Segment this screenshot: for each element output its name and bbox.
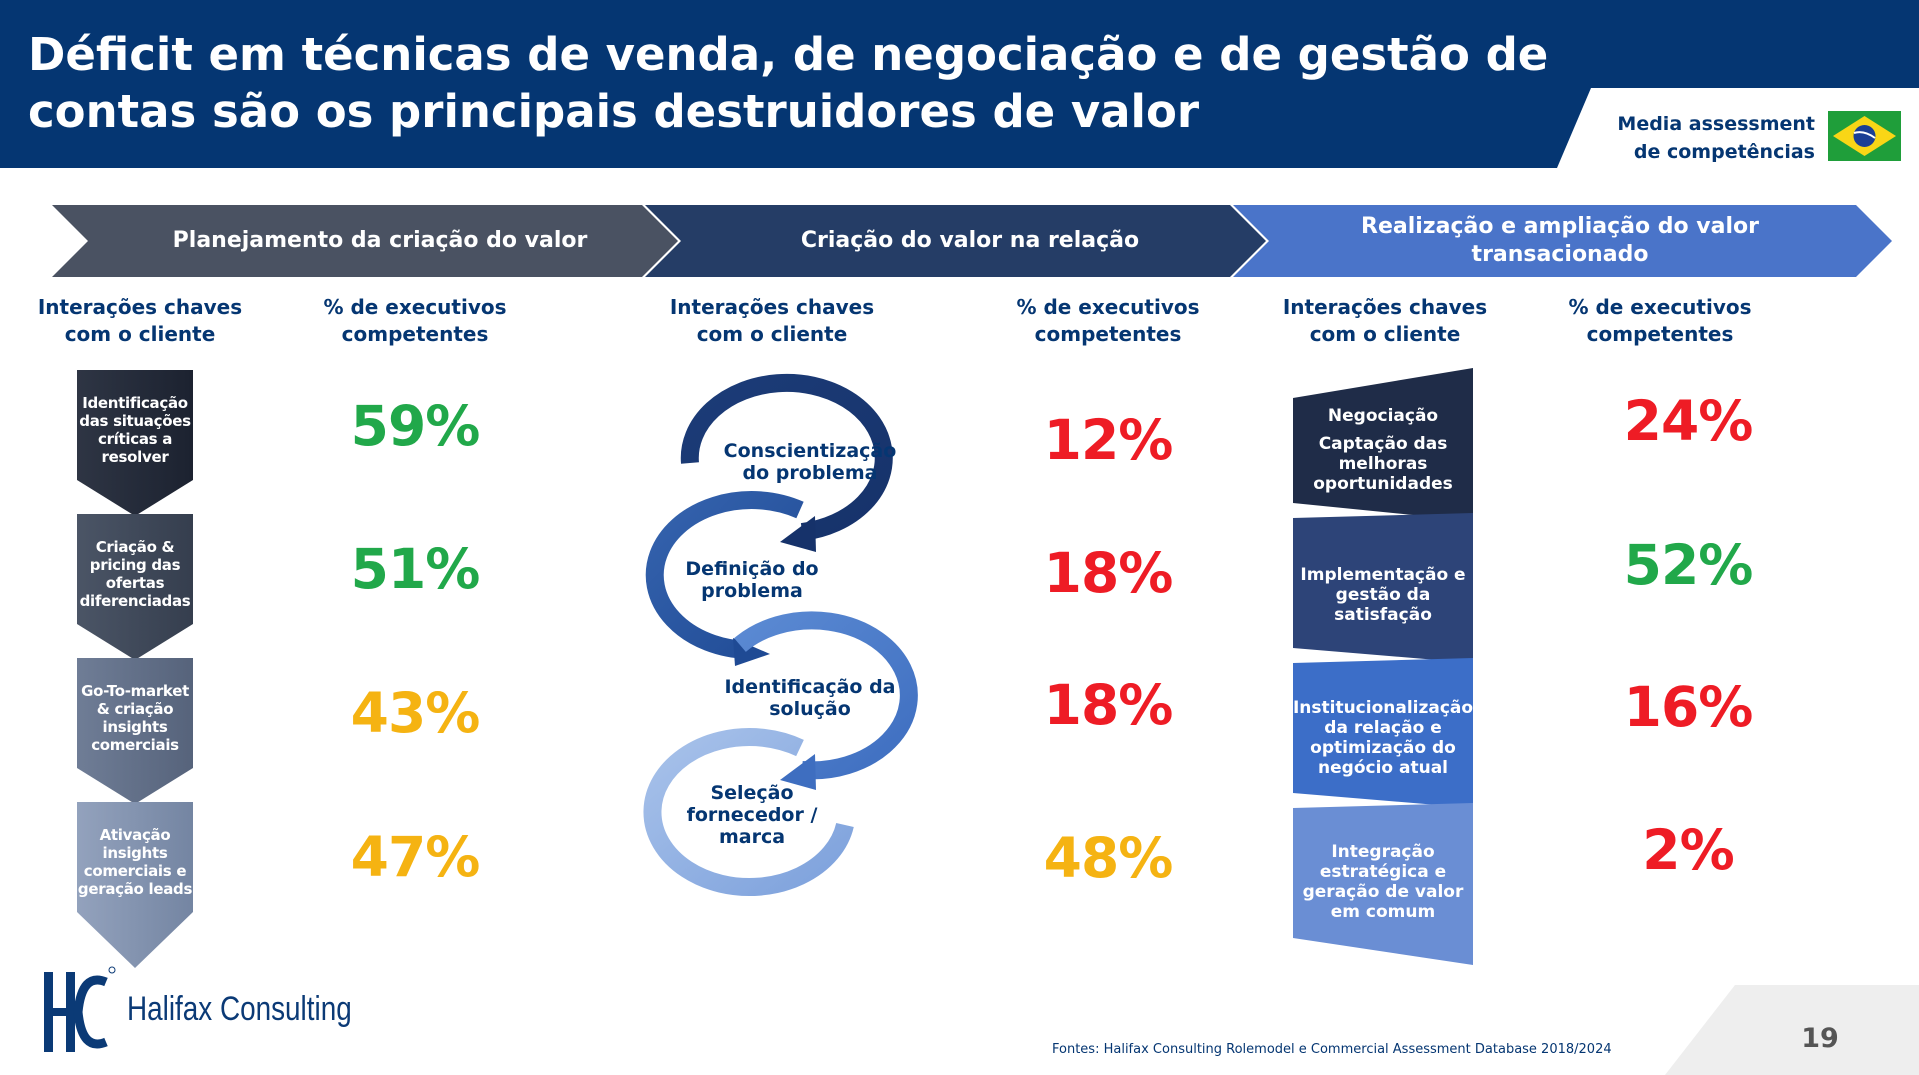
section3-item-1-label: Negociação — [1327, 406, 1439, 426]
brazil-flag-icon — [1828, 111, 1901, 161]
phase-2-label: Criação do valor na relação — [800, 228, 1140, 253]
section1-pct-1: 59% — [350, 394, 481, 458]
col-header-interactions-3: Interações chaves com o cliente — [1282, 295, 1488, 346]
page-number: 19 — [1801, 1023, 1839, 1054]
section1-item-3-label: Go-To-market & criação insights comercia… — [81, 682, 189, 754]
phase-2-chevron — [645, 205, 1266, 277]
block-3 — [1293, 658, 1473, 808]
section2-item-1-label: Conscientização do problema — [723, 440, 897, 484]
section2-pct-1: 12% — [1043, 408, 1174, 472]
phase-3-chevron — [1233, 205, 1892, 277]
chevron-3 — [77, 658, 193, 804]
section1-pct-4: 47% — [350, 825, 481, 889]
section3-item-1: Negociação Captação das melhoras oportun… — [1298, 395, 1468, 505]
section3-pct-4: 2% — [1642, 818, 1734, 882]
section3-item-4-label: Integração estratégica e geração de valo… — [1302, 842, 1464, 922]
col-header-competent-3: % de executivos competentes — [1568, 295, 1752, 346]
section3-blocks — [1293, 368, 1473, 965]
page-corner — [1665, 985, 1919, 1075]
sources-note: Fontes: Halifax Consulting Rolemodel e C… — [1052, 1042, 1612, 1057]
phase-3-label: Realização e ampliação do valor transaci… — [1361, 214, 1759, 267]
cycle-arrow-4 — [643, 728, 854, 897]
section2-item-4-label: Seleção fornecedor / marca — [686, 782, 818, 848]
section1-item-2-label: Criação & pricing das ofertas diferencia… — [79, 538, 191, 610]
section1-pct-3: 43% — [350, 681, 481, 745]
section2-pct-4: 48% — [1043, 826, 1174, 890]
phase-1-chevron — [52, 205, 678, 277]
section2-item-3-label: Identificação da solução — [724, 676, 896, 720]
section1-item-4-label: Ativação insights comerciais e geração l… — [77, 826, 193, 898]
block-4 — [1293, 803, 1473, 965]
badge-text: Media assessment de competências — [1590, 110, 1815, 166]
chevron-1 — [77, 370, 193, 516]
section3-pct-3: 16% — [1623, 675, 1754, 739]
halifax-logo-icon — [44, 966, 116, 1052]
section3-item-1-sublabel: Captação das melhoras oportunidades — [1313, 434, 1453, 494]
section1-chevrons — [77, 370, 193, 968]
section2-pct-3: 18% — [1043, 673, 1174, 737]
section3-item-2-label: Implementação e gestão da satisfação — [1300, 565, 1466, 625]
block-2 — [1293, 513, 1473, 663]
section3-pct-1: 24% — [1623, 389, 1754, 453]
phase-1-label: Planejamento da criação do valor — [172, 228, 588, 253]
chevron-4 — [77, 802, 193, 968]
section2-item-2-label: Definição do problema — [685, 558, 819, 602]
chevron-2 — [77, 514, 193, 660]
section3-item-3-label: Institucionalização da relação e optimiz… — [1292, 698, 1474, 778]
cycle-arrowhead-1 — [780, 516, 816, 552]
block-1 — [1293, 368, 1473, 521]
cycle-arrow-3 — [734, 611, 918, 780]
col-header-competent-2: % de executivos competentes — [1016, 295, 1200, 346]
cycle-arrow-1 — [680, 373, 893, 541]
col-header-interactions-2: Interações chaves com o cliente — [669, 295, 875, 346]
badge-line1: Media assessment — [1617, 113, 1815, 135]
section2-cycle-arrows — [643, 373, 918, 897]
badge-line2: de competências — [1633, 141, 1815, 163]
col-header-interactions-1: Interações chaves com o cliente — [37, 295, 243, 346]
cycle-arrowhead-3 — [780, 754, 816, 790]
section3-pct-2: 52% — [1623, 533, 1754, 597]
phase-banners — [52, 205, 1892, 277]
section2-pct-2: 18% — [1043, 541, 1174, 605]
col-header-competent-1: % de executivos competentes — [323, 295, 507, 346]
cycle-arrow-2 — [645, 491, 804, 659]
section1-item-1-label: Identificação das situações críticas a r… — [79, 394, 191, 466]
section1-pct-2: 51% — [350, 537, 481, 601]
page-title: Déficit em técnicas de venda, de negocia… — [28, 28, 1549, 138]
logo-text: Halifax Consulting — [127, 990, 352, 1028]
